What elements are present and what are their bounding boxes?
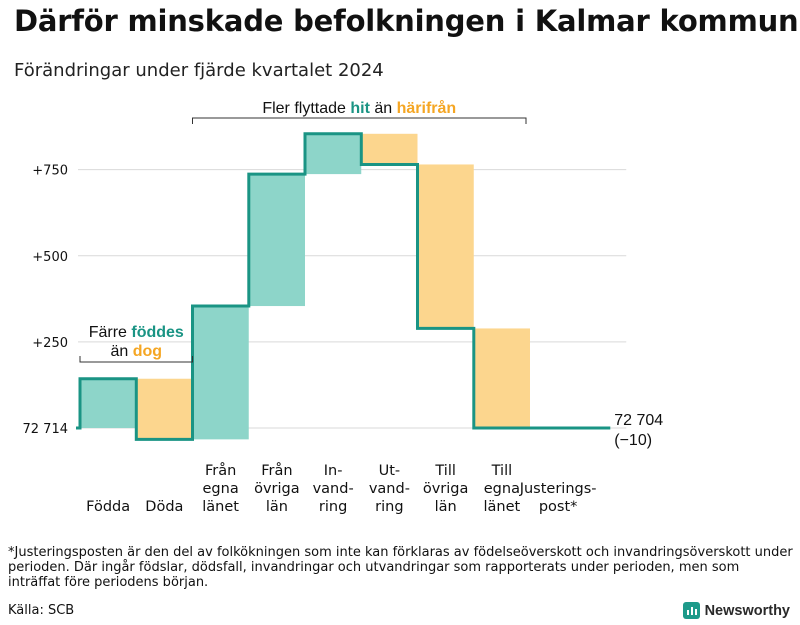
- bar-chart-icon: [682, 602, 700, 619]
- waterfall-bar: [361, 133, 418, 165]
- annotation-top: Fler flyttade hit än härifrån: [262, 99, 456, 117]
- annotation-text: Färre: [89, 324, 132, 341]
- waterfall-bar: [80, 378, 137, 428]
- end-value-label: 72 704: [614, 412, 663, 429]
- category-label: län: [266, 499, 288, 515]
- category-label: vand-: [369, 481, 410, 497]
- newsworthy-logo: Newsworthy: [682, 602, 790, 619]
- annotation-left-line1: Färre föddes: [89, 324, 184, 341]
- waterfall-bar: [417, 164, 474, 329]
- chart-subtitle: Förändringar under fjärde kvartalet 2024: [14, 60, 384, 81]
- category-label: egna: [203, 481, 239, 497]
- cumulative-step-line: [76, 132, 611, 441]
- end-change-label: (−10): [614, 432, 652, 449]
- category-label: Döda: [145, 499, 183, 515]
- waterfall-bar: [136, 378, 193, 440]
- category-label: övriga: [254, 481, 300, 497]
- category-label: länet: [484, 499, 521, 515]
- category-label: vand-: [313, 481, 354, 497]
- annotation-text: Fler flyttade: [262, 100, 350, 117]
- category-label: län: [435, 499, 457, 515]
- annotation-text: än: [110, 343, 132, 360]
- annotation-highlight-hit: hit: [350, 100, 370, 117]
- category-label: egna: [484, 481, 520, 497]
- category-label: ring: [375, 499, 403, 515]
- annotation-highlight-harifran: härifrån: [397, 99, 457, 117]
- annotation-bracket-left: [79, 356, 193, 363]
- y-tick-label: +250: [32, 336, 68, 351]
- y-tick-label: +500: [32, 250, 68, 265]
- category-label: Födda: [86, 499, 130, 515]
- annotation-highlight-fodda: föddes: [131, 324, 184, 341]
- category-label: Till: [491, 463, 513, 479]
- category-label: länet: [202, 499, 239, 515]
- footnote: *Justeringsposten är den del av folkökni…: [8, 545, 793, 590]
- waterfall-bar: [305, 133, 362, 175]
- category-label: övriga: [423, 481, 469, 497]
- y-tick-label: +750: [32, 164, 68, 179]
- waterfall-bar: [248, 174, 305, 307]
- annotation-bracket-top: [192, 117, 527, 124]
- source-label: Källa: SCB: [8, 603, 75, 618]
- brand-name: Newsworthy: [704, 602, 790, 619]
- annotation-text: än: [370, 100, 397, 117]
- annotation-highlight-dog: dog: [133, 343, 162, 360]
- chart-title: Därför minskade befolkningen i Kalmar ko…: [14, 4, 799, 38]
- waterfall-bar: [473, 328, 530, 428]
- category-label: Från: [205, 462, 236, 479]
- annotation-left-line2: än dog: [110, 343, 162, 360]
- waterfall-chart: 72 714 +250 +500 +750 Födda Döda Från egna länet…: [23, 99, 664, 515]
- category-label: Justerings-: [519, 481, 597, 497]
- category-label: Till: [434, 463, 456, 479]
- category-label: Från: [261, 462, 292, 479]
- category-label: post*: [539, 499, 578, 515]
- category-label: ring: [319, 499, 347, 515]
- waterfall-bar: [192, 306, 249, 440]
- category-label: In-: [324, 463, 343, 479]
- category-label: Ut-: [379, 463, 401, 479]
- y-tick-label-start: 72 714: [23, 422, 69, 437]
